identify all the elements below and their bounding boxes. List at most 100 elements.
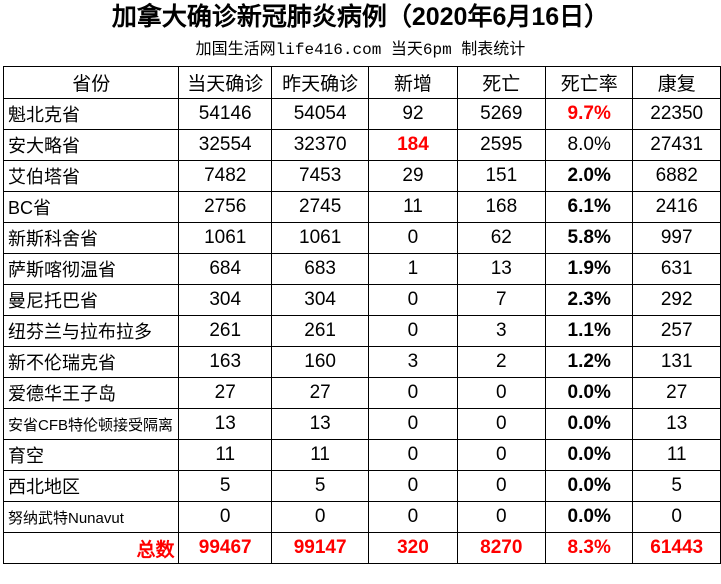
- province-name: BC省: [2, 191, 180, 223]
- cell-recovered: 22350: [632, 98, 721, 130]
- province-name: 纽芬兰与拉布拉多: [2, 315, 180, 347]
- cell-new: 0: [368, 377, 458, 409]
- cell-recovered: 11: [632, 439, 721, 471]
- cell-yesterday: 1061: [270, 222, 370, 254]
- table-row: 纽芬兰与拉布拉多 261 261 0 3 1.1% 257: [2, 315, 721, 347]
- province-name: 爱德华王子岛: [2, 377, 180, 409]
- column-header: 省份: [2, 66, 180, 99]
- cell-new: 0: [368, 284, 458, 316]
- cell-death-rate: 0.0%: [544, 408, 634, 440]
- province-name: 艾伯塔省: [2, 160, 180, 192]
- cell-deaths: 0: [456, 470, 546, 502]
- province-name: 魁北克省: [2, 98, 180, 130]
- cell-recovered: 2416: [632, 191, 721, 223]
- table-row: 艾伯塔省 7482 7453 29 151 2.0% 6882: [2, 160, 721, 192]
- table-row: 安省CFB特伦顿接受隔离 13 13 0 0 0.0% 13: [2, 408, 721, 440]
- total-row: 总数 99467 99147 320 8270 8.3% 61443: [2, 532, 721, 564]
- total-cell: 61443: [632, 532, 721, 564]
- cell-new: 0: [368, 439, 458, 471]
- province-name: 萨斯喀彻温省: [2, 253, 180, 285]
- province-name: 安省CFB特伦顿接受隔离: [2, 408, 180, 440]
- total-cell: 320: [368, 532, 458, 564]
- cell-yesterday: 304: [270, 284, 370, 316]
- cell-new: 11: [368, 191, 458, 223]
- cell-recovered: 997: [632, 222, 721, 254]
- page-title: 加拿大确诊新冠肺炎病例（2020年6月16日）: [111, 3, 610, 31]
- cell-deaths: 7: [456, 284, 546, 316]
- cell-deaths: 0: [456, 377, 546, 409]
- cell-recovered: 27: [632, 377, 721, 409]
- cell-today: 54146: [178, 98, 272, 130]
- cell-today: 0: [178, 501, 272, 533]
- cell-death-rate: 8.0%: [544, 129, 634, 161]
- table-row: 爱德华王子岛 27 27 0 0 0.0% 27: [2, 377, 721, 409]
- province-name: 新不伦瑞克省: [2, 346, 180, 378]
- cell-today: 27: [178, 377, 272, 409]
- cell-yesterday: 0: [270, 501, 370, 533]
- cell-yesterday: 32370: [270, 129, 370, 161]
- table-row: 新不伦瑞克省 163 160 3 2 1.2% 131: [2, 346, 721, 378]
- cell-deaths: 151: [456, 160, 546, 192]
- cell-deaths: 62: [456, 222, 546, 254]
- cell-new: 0: [368, 408, 458, 440]
- cell-deaths: 5269: [456, 98, 546, 130]
- cell-deaths: 168: [456, 191, 546, 223]
- cell-yesterday: 13: [270, 408, 370, 440]
- cell-today: 5: [178, 470, 272, 502]
- cell-death-rate: 0.0%: [544, 470, 634, 502]
- province-name: 安大略省: [2, 129, 180, 161]
- column-header: 死亡: [456, 66, 546, 99]
- total-cell: 8.3%: [544, 532, 634, 564]
- column-header: 康复: [632, 66, 721, 99]
- table-row: 新斯科舍省 1061 1061 0 62 5.8% 997: [2, 222, 721, 254]
- cell-recovered: 131: [632, 346, 721, 378]
- cell-recovered: 13: [632, 408, 721, 440]
- cell-today: 32554: [178, 129, 272, 161]
- total-cell: 99147: [270, 532, 370, 564]
- cell-death-rate: 2.3%: [544, 284, 634, 316]
- table-row: BC省 2756 2745 11 168 6.1% 2416: [2, 191, 721, 223]
- cell-recovered: 292: [632, 284, 721, 316]
- cell-deaths: 2595: [456, 129, 546, 161]
- header-row: 省份 当天确诊 昨天确诊 新增 死亡 死亡率 康复: [2, 66, 721, 99]
- cell-death-rate: 0.0%: [544, 439, 634, 471]
- cell-yesterday: 54054: [270, 98, 370, 130]
- cell-death-rate: 5.8%: [544, 222, 634, 254]
- cell-new: 184: [368, 129, 458, 161]
- cell-yesterday: 27: [270, 377, 370, 409]
- cell-yesterday: 5: [270, 470, 370, 502]
- cell-yesterday: 683: [270, 253, 370, 285]
- cell-death-rate: 1.2%: [544, 346, 634, 378]
- cell-deaths: 3: [456, 315, 546, 347]
- cell-death-rate: 2.0%: [544, 160, 634, 192]
- cell-new: 0: [368, 315, 458, 347]
- cell-recovered: 5: [632, 470, 721, 502]
- cell-today: 1061: [178, 222, 272, 254]
- cell-today: 13: [178, 408, 272, 440]
- cell-recovered: 631: [632, 253, 721, 285]
- cell-yesterday: 261: [270, 315, 370, 347]
- table-row: 安大略省 32554 32370 184 2595 8.0% 27431: [2, 129, 721, 161]
- cell-new: 0: [368, 470, 458, 502]
- cases-table: 省份 当天确诊 昨天确诊 新增 死亡 死亡率 康复 魁北克省 54146 54054 92 5269…: [2, 66, 721, 564]
- province-name: 新斯科舍省: [2, 222, 180, 254]
- table-row: 努纳武特Nunavut 0 0 0 0 0.0% 0: [2, 501, 721, 533]
- cell-death-rate: 1.9%: [544, 253, 634, 285]
- cell-new: 0: [368, 222, 458, 254]
- cell-new: 3: [368, 346, 458, 378]
- column-header: 昨天确诊: [270, 66, 370, 99]
- cell-recovered: 6882: [632, 160, 721, 192]
- table-row: 魁北克省 54146 54054 92 5269 9.7% 22350: [2, 98, 721, 130]
- cell-death-rate: 0.0%: [544, 501, 634, 533]
- cell-new: 0: [368, 501, 458, 533]
- cell-today: 163: [178, 346, 272, 378]
- cell-recovered: 257: [632, 315, 721, 347]
- province-name: 西北地区: [2, 470, 180, 502]
- column-header: 新增: [368, 66, 458, 99]
- cell-today: 11: [178, 439, 272, 471]
- cell-death-rate: 6.1%: [544, 191, 634, 223]
- cell-yesterday: 7453: [270, 160, 370, 192]
- table-row: 曼尼托巴省 304 304 0 7 2.3% 292: [2, 284, 721, 316]
- cell-today: 7482: [178, 160, 272, 192]
- province-name: 曼尼托巴省: [2, 284, 180, 316]
